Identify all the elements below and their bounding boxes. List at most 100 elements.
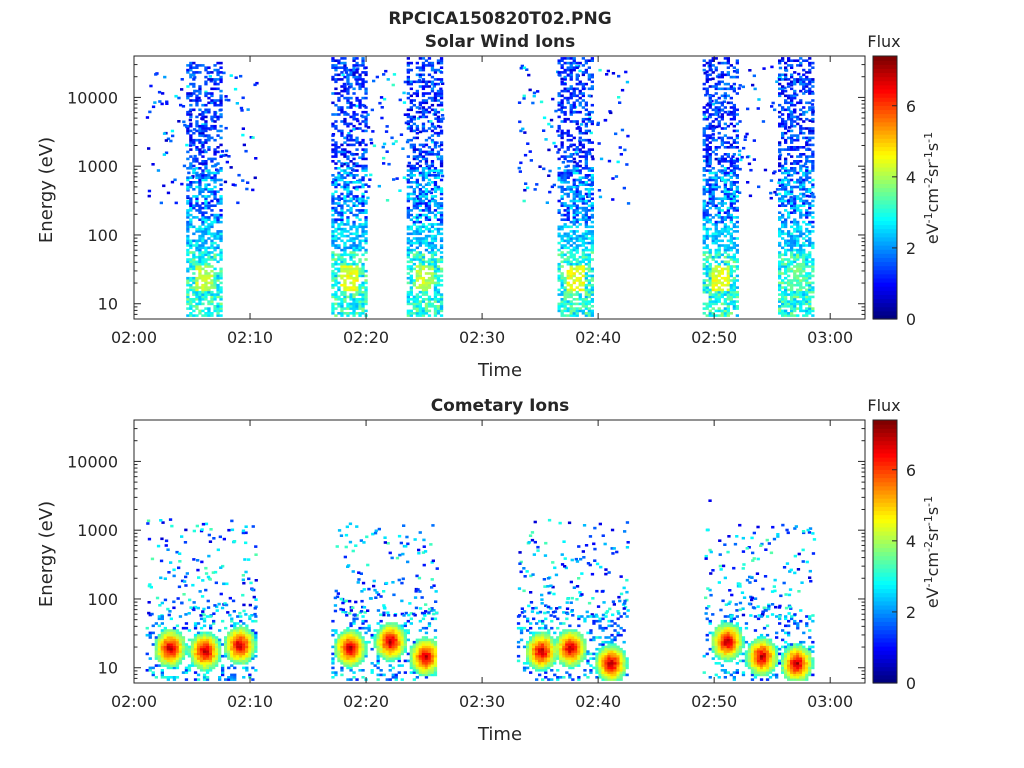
flux-cell xyxy=(355,300,359,303)
flux-cell xyxy=(337,78,341,81)
flux-cell xyxy=(799,286,803,289)
flux-cell xyxy=(424,190,429,193)
flux-cell xyxy=(186,237,190,240)
flux-cell xyxy=(418,239,422,243)
flux-cell xyxy=(343,188,347,191)
flux-cell xyxy=(406,169,410,172)
flux-cell xyxy=(569,260,573,264)
flux-cell xyxy=(778,188,782,191)
flux-cell xyxy=(614,175,619,178)
flux-cell xyxy=(714,274,718,278)
flux-cell xyxy=(174,94,178,98)
flux-cell xyxy=(566,68,570,72)
flux-cell xyxy=(587,274,591,278)
flux-cell xyxy=(213,190,217,193)
flux-cell xyxy=(708,153,712,156)
flux-cell xyxy=(811,192,815,196)
flux-cell xyxy=(729,143,733,147)
flux-cell xyxy=(584,216,588,219)
flux-cell xyxy=(787,148,791,151)
flux-cell xyxy=(702,68,706,72)
flux-cell xyxy=(581,183,585,186)
flux-cell xyxy=(796,162,800,165)
flux-cell xyxy=(529,159,533,162)
flux-cell xyxy=(572,92,576,95)
flux-cell xyxy=(415,202,419,205)
flux-cell xyxy=(189,197,193,200)
flux-cell xyxy=(575,99,579,102)
flux-cell xyxy=(436,290,441,294)
flux-cell xyxy=(334,227,338,231)
flux-cell xyxy=(705,127,709,130)
flux-cell xyxy=(799,124,803,128)
flux-cell xyxy=(778,59,782,62)
flux-cell xyxy=(427,190,432,193)
flux-cell xyxy=(560,265,564,268)
flux-cell xyxy=(331,138,335,142)
flux-cell xyxy=(560,110,564,114)
flux-cell xyxy=(418,274,422,278)
flux-cell xyxy=(793,248,797,252)
flux-cell xyxy=(720,288,724,292)
flux-cell xyxy=(796,265,800,268)
flux-cell xyxy=(572,213,576,217)
flux-cell xyxy=(781,295,785,299)
flux-cell xyxy=(702,290,706,294)
flux-cell xyxy=(702,155,706,158)
flux-cell xyxy=(216,71,220,74)
flux-cell xyxy=(572,302,576,306)
flux-cell xyxy=(412,148,416,151)
flux-cell xyxy=(796,288,800,292)
flux-cell xyxy=(421,178,426,182)
flux-cell xyxy=(207,262,211,266)
flux-cell xyxy=(784,225,788,229)
flux-cell xyxy=(560,255,564,259)
flux-cell xyxy=(210,178,214,182)
flux-cell xyxy=(729,241,733,245)
flux-cell xyxy=(334,162,338,165)
flux-cell xyxy=(705,305,709,308)
flux-cell xyxy=(216,290,220,294)
flux-cell xyxy=(723,134,727,137)
flux-cell xyxy=(778,150,782,154)
flux-cell xyxy=(430,244,435,247)
flux-cell xyxy=(711,195,715,198)
flux-cell xyxy=(572,94,576,98)
flux-cell xyxy=(560,64,564,67)
flux-cell xyxy=(787,181,791,184)
flux-cell xyxy=(578,255,582,259)
flux-cell xyxy=(581,237,585,240)
flux-cell xyxy=(805,283,809,287)
flux-cell xyxy=(715,75,720,78)
flux-cell xyxy=(578,160,582,163)
flux-cell xyxy=(781,134,785,137)
flux-cell xyxy=(424,143,429,147)
flux-cell xyxy=(340,218,344,221)
flux-cell xyxy=(717,239,721,243)
flux-cell xyxy=(186,127,190,130)
flux-cell xyxy=(352,186,356,189)
flux-cell xyxy=(213,305,217,308)
flux-cell xyxy=(364,258,368,261)
flux-cell xyxy=(418,216,422,219)
flux-cell xyxy=(210,171,214,175)
flux-cell xyxy=(569,244,573,247)
flux-cell xyxy=(213,113,217,116)
flux-cell xyxy=(427,279,432,282)
flux-cell xyxy=(757,98,761,101)
flux-cell xyxy=(778,255,782,259)
flux-cell xyxy=(726,94,730,98)
flux-cell xyxy=(805,265,809,268)
flux-cell xyxy=(186,199,190,203)
flux-cell xyxy=(361,302,365,306)
flux-cell xyxy=(587,190,591,193)
flux-cell xyxy=(544,138,548,141)
flux-cell xyxy=(584,202,588,205)
flux-cell xyxy=(386,78,390,81)
flux-cell xyxy=(207,201,211,205)
flux-cell xyxy=(708,202,712,205)
flux-cell xyxy=(358,283,362,287)
flux-cell xyxy=(165,100,169,104)
flux-cell xyxy=(557,71,561,74)
flux-cell xyxy=(361,61,365,65)
